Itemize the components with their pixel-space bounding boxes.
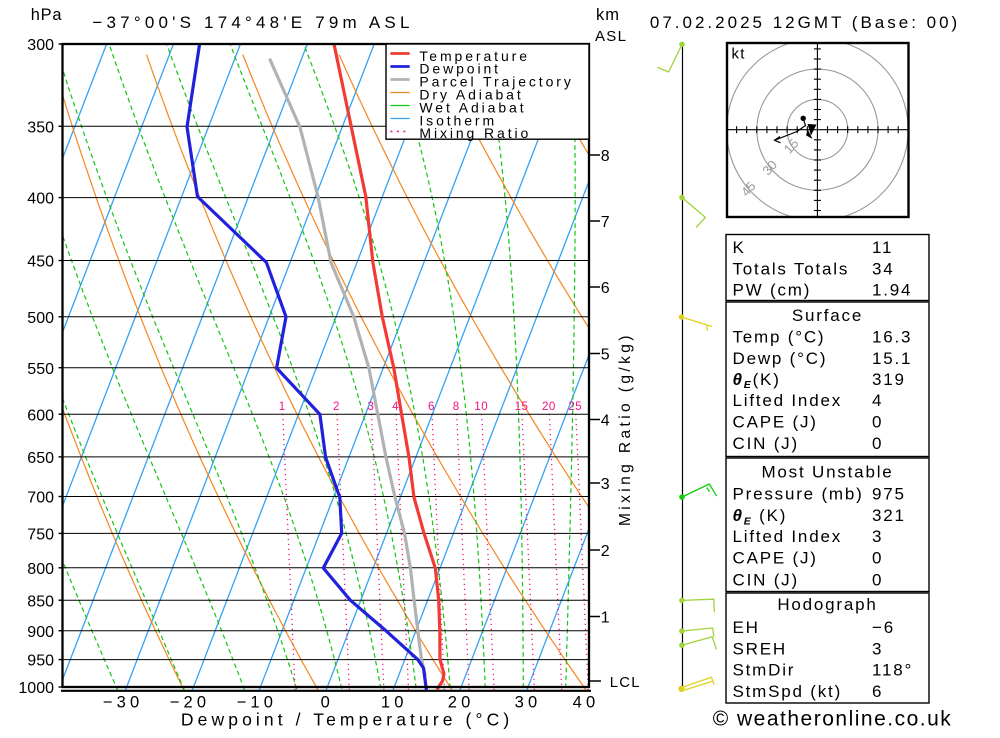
svg-text:0: 0 xyxy=(872,571,883,590)
svg-text:kt: kt xyxy=(732,45,746,62)
svg-text:Dry Adiabat: Dry Adiabat xyxy=(419,87,523,103)
svg-text:319: 319 xyxy=(872,370,906,389)
svg-text:1: 1 xyxy=(601,609,610,626)
svg-text:07.02.2025 12GMT (Base: 00): 07.02.2025 12GMT (Base: 00) xyxy=(650,13,960,32)
svg-text:Wet Adiabat: Wet Adiabat xyxy=(419,99,526,115)
svg-text:Lifted Index: Lifted Index xyxy=(733,527,843,546)
svg-text:Dewp (°C): Dewp (°C) xyxy=(733,349,828,368)
svg-text:900: 900 xyxy=(27,624,54,641)
svg-text:3: 3 xyxy=(368,401,375,413)
svg-text:EH: EH xyxy=(733,618,760,637)
svg-text:2: 2 xyxy=(601,543,610,560)
svg-text:−37°00'S 174°48'E 79m ASL: −37°00'S 174°48'E 79m ASL xyxy=(92,13,413,32)
svg-text:0: 0 xyxy=(872,549,883,568)
svg-text:350: 350 xyxy=(27,119,54,136)
svg-text:400: 400 xyxy=(27,191,54,208)
svg-text:StmDir: StmDir xyxy=(733,661,796,680)
svg-text:km: km xyxy=(596,6,620,24)
svg-text:Parcel Trajectory: Parcel Trajectory xyxy=(419,74,573,90)
svg-text:K: K xyxy=(733,238,746,257)
svg-text:6: 6 xyxy=(428,401,435,413)
svg-text:ASL: ASL xyxy=(595,28,627,45)
svg-text:4: 4 xyxy=(392,401,399,413)
svg-text:Dewpoint: Dewpoint xyxy=(419,61,501,77)
svg-text:1: 1 xyxy=(279,401,286,413)
svg-text:20: 20 xyxy=(542,401,556,413)
svg-text:8: 8 xyxy=(601,148,610,165)
svg-text:450: 450 xyxy=(27,254,54,271)
svg-text:10: 10 xyxy=(474,401,488,413)
svg-text:15: 15 xyxy=(515,401,529,413)
svg-text:850: 850 xyxy=(27,593,54,610)
svg-text:4: 4 xyxy=(872,391,883,410)
svg-text:StmSpd (kt): StmSpd (kt) xyxy=(733,682,843,701)
svg-text:1.94: 1.94 xyxy=(872,281,912,300)
svg-text:θE (K): θE (K) xyxy=(733,506,788,527)
svg-text:34: 34 xyxy=(872,259,895,278)
svg-text:© weatheronline.co.uk: © weatheronline.co.uk xyxy=(713,708,953,731)
svg-text:−10: −10 xyxy=(237,694,278,712)
svg-text:600: 600 xyxy=(27,407,54,424)
svg-text:16.3: 16.3 xyxy=(872,328,912,347)
svg-text:650: 650 xyxy=(27,450,54,467)
svg-text:CAPE (J): CAPE (J) xyxy=(733,413,818,432)
svg-text:Mixing Ratio: Mixing Ratio xyxy=(419,125,531,141)
svg-text:800: 800 xyxy=(27,561,54,578)
svg-text:0: 0 xyxy=(321,694,334,712)
svg-text:550: 550 xyxy=(27,361,54,378)
svg-text:SREH: SREH xyxy=(733,639,787,658)
svg-text:−30: −30 xyxy=(103,694,144,712)
svg-text:Mixing Ratio (g/kg): Mixing Ratio (g/kg) xyxy=(617,332,634,526)
svg-text:CAPE (J): CAPE (J) xyxy=(733,549,818,568)
svg-text:Hodograph: Hodograph xyxy=(777,595,877,614)
svg-text:Surface: Surface xyxy=(792,306,863,325)
svg-text:15.1: 15.1 xyxy=(872,349,912,368)
svg-text:Dewpoint / Temperature (°C): Dewpoint / Temperature (°C) xyxy=(181,710,513,730)
svg-text:750: 750 xyxy=(27,527,54,544)
svg-text:Lifted Index: Lifted Index xyxy=(733,391,843,410)
svg-text:Most Unstable: Most Unstable xyxy=(761,462,893,481)
svg-text:0: 0 xyxy=(872,413,883,432)
svg-text:hPa: hPa xyxy=(31,6,63,24)
svg-text:LCL: LCL xyxy=(610,675,641,691)
svg-text:25: 25 xyxy=(568,401,582,413)
svg-text:1000: 1000 xyxy=(18,680,54,697)
svg-text:950: 950 xyxy=(27,653,54,670)
svg-text:500: 500 xyxy=(27,310,54,327)
svg-text:Isotherm: Isotherm xyxy=(419,112,497,128)
svg-text:θE(K): θE(K) xyxy=(733,370,781,391)
svg-text:Totals Totals: Totals Totals xyxy=(733,259,850,278)
svg-text:7: 7 xyxy=(601,214,610,231)
svg-text:10: 10 xyxy=(381,694,408,712)
svg-text:11: 11 xyxy=(872,238,893,257)
svg-text:−6: −6 xyxy=(872,618,895,637)
svg-text:321: 321 xyxy=(872,506,906,525)
svg-text:6: 6 xyxy=(872,682,883,701)
svg-text:3: 3 xyxy=(872,639,883,658)
svg-text:2: 2 xyxy=(333,401,340,413)
svg-text:118°: 118° xyxy=(872,661,913,680)
svg-text:700: 700 xyxy=(27,490,54,507)
svg-text:Pressure (mb): Pressure (mb) xyxy=(733,485,864,504)
svg-text:CIN (J): CIN (J) xyxy=(733,571,799,590)
svg-text:−20: −20 xyxy=(170,694,211,712)
svg-text:4: 4 xyxy=(601,412,610,429)
svg-text:20: 20 xyxy=(448,694,475,712)
svg-text:30: 30 xyxy=(515,694,542,712)
svg-text:Temperature: Temperature xyxy=(419,48,530,64)
svg-text:975: 975 xyxy=(872,485,906,504)
svg-text:PW (cm): PW (cm) xyxy=(733,281,812,300)
svg-text:CIN (J): CIN (J) xyxy=(733,434,799,453)
svg-text:8: 8 xyxy=(453,401,460,413)
svg-text:3: 3 xyxy=(872,527,883,546)
svg-text:6: 6 xyxy=(601,280,610,297)
svg-text:40: 40 xyxy=(573,694,600,712)
svg-text:3: 3 xyxy=(601,476,610,493)
svg-text:Temp (°C): Temp (°C) xyxy=(733,328,826,347)
svg-text:5: 5 xyxy=(601,346,610,363)
svg-text:300: 300 xyxy=(27,37,54,54)
svg-text:0: 0 xyxy=(872,434,883,453)
